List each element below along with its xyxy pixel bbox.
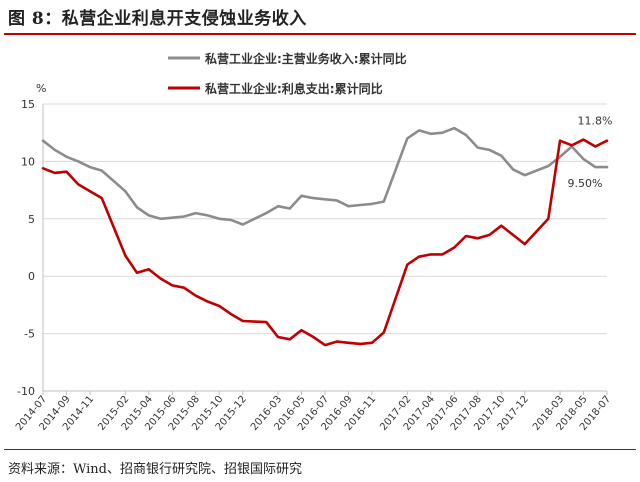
y-tick-label: 5 (28, 213, 35, 226)
y-tick-label: 10 (21, 155, 35, 168)
title-divider (4, 33, 636, 35)
series-lines (41, 126, 609, 347)
figure-title: 图 8：私营企业利息开支侵蚀业务收入 (8, 9, 307, 29)
y-axis: -10 -5 0 5 10 15% (17, 82, 46, 398)
source-divider (4, 449, 636, 450)
series-line-1 (41, 138, 609, 347)
data-label: 11.8% (578, 115, 613, 128)
legend-label-1: 私营工业企业:利息支出:累计同比 (204, 81, 383, 96)
gridlines (43, 103, 607, 392)
series-line-0 (41, 126, 609, 226)
y-tick-label: -10 (17, 385, 35, 398)
y-tick-label: 0 (28, 270, 35, 283)
data-label: 9.50% (568, 177, 603, 190)
annotations: 11.8% 9.50% (568, 115, 613, 190)
source-note: 资料来源：Wind、招商银行研究院、招银国际研究 (8, 462, 302, 477)
y-axis-unit: % (36, 82, 46, 95)
y-tick-label: -5 (24, 328, 35, 341)
y-tick-label: 15 (21, 98, 35, 111)
legend-label-0: 私营工业企业:主营业务收入:累计同比 (204, 51, 407, 66)
